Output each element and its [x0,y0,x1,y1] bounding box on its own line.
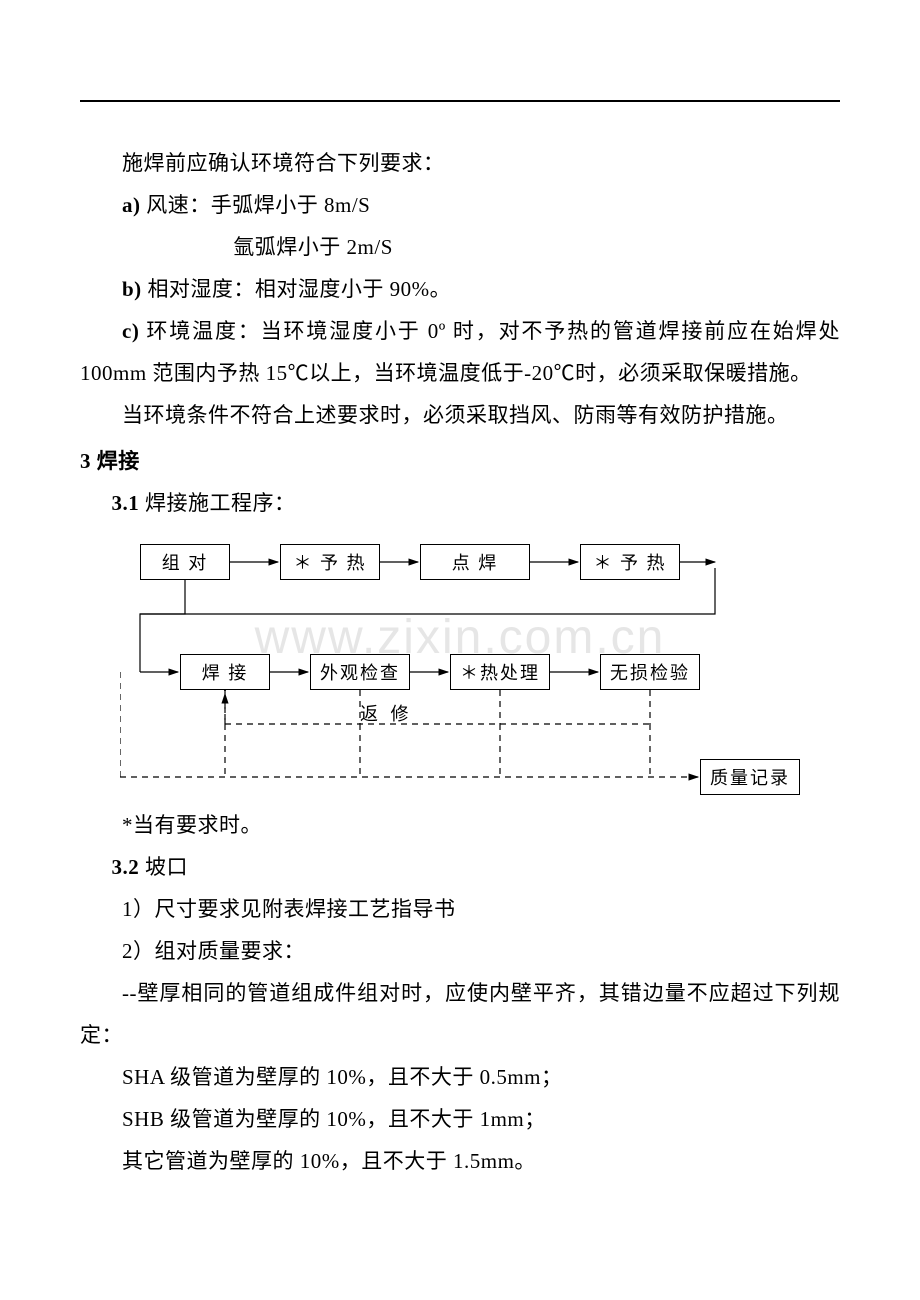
p-32-6: 其它管道为壁厚的 10%，且不大于 1.5mm。 [80,1140,840,1182]
sec-3-2-text: 坡口 [139,855,188,879]
sec-3-1-label: 3.1 [112,491,140,515]
flow-node-tack-weld: 点 焊 [420,544,530,580]
sec-3: 3 焊接 [80,440,840,482]
text-c: 环境温度：当环境湿度小于 0º 时，对不予热的管道焊接前应在始焊处 100mm … [80,319,840,385]
item-a: a) 风速：手弧焊小于 8m/S [80,184,840,226]
p-32-5: SHB 级管道为壁厚的 10%，且不大于 1mm； [80,1098,840,1140]
p-32-1: 1）尺寸要求见附表焊接工艺指导书 [80,888,840,930]
flow-node-record: 质量记录 [700,759,800,795]
sec-3-1: 3.1 焊接施工程序： [80,482,840,524]
top-rule [80,100,840,102]
sec-3-2: 3.2 坡口 [80,846,840,888]
label-b: b) [122,277,142,301]
p-32-3: --壁厚相同的管道组成件组对时，应使内壁平齐，其错边量不应超过下列规定： [80,972,840,1056]
flowchart: 组 对 ＊ 予 热 点 焊 ＊ 予 热 焊 接 外观检查 ＊热处理 无损检验 质… [120,534,800,794]
sec-3-2-label: 3.2 [112,855,140,879]
flow-node-assemble: 组 对 [140,544,230,580]
paragraph-intro: 施焊前应确认环境符合下列要求： [80,142,840,184]
flow-label-repair: 返 修 [360,700,413,726]
flow-node-visual: 外观检查 [310,654,410,690]
item-b: b) 相对湿度：相对湿度小于 90%。 [80,268,840,310]
paragraph-env: 当环境条件不符合上述要求时，必须采取挡风、防雨等有效防护措施。 [80,394,840,436]
flow-node-weld: 焊 接 [180,654,270,690]
p-32-3-text: --壁厚相同的管道组成件组对时，应使内壁平齐，其错边量不应超过下列规定： [80,981,840,1047]
label-a: a) [122,193,141,217]
note-star: *当有要求时。 [80,804,840,846]
p-32-2: 2）组对质量要求： [80,930,840,972]
flow-node-heat-treat: ＊热处理 [450,654,550,690]
label-c: c) [122,319,139,343]
text-b: 相对湿度：相对湿度小于 90%。 [142,277,452,301]
flow-node-preheat-2: ＊ 予 热 [580,544,680,580]
flow-node-ndt: 无损检验 [600,654,700,690]
text-a: 风速：手弧焊小于 8m/S [141,193,371,217]
flow-node-preheat-1: ＊ 予 热 [280,544,380,580]
sec-3-1-text: 焊接施工程序： [139,491,295,515]
p-32-4: SHA 级管道为壁厚的 10%，且不大于 0.5mm； [80,1056,840,1098]
item-a-sub: 氩弧焊小于 2m/S [80,226,840,268]
item-c: c) 环境温度：当环境湿度小于 0º 时，对不予热的管道焊接前应在始焊处 100… [80,310,840,394]
page: 施焊前应确认环境符合下列要求： a) 风速：手弧焊小于 8m/S 氩弧焊小于 2… [0,0,920,1300]
